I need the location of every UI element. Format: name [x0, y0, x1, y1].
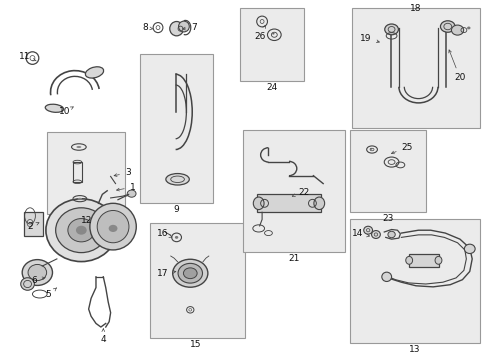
Bar	[24, 212, 43, 235]
Ellipse shape	[451, 25, 464, 35]
Bar	[47, 132, 125, 214]
Text: 8: 8	[142, 23, 153, 32]
Ellipse shape	[435, 256, 442, 264]
Ellipse shape	[175, 236, 178, 239]
Text: 21: 21	[288, 253, 299, 262]
Ellipse shape	[85, 67, 104, 78]
Ellipse shape	[441, 21, 455, 32]
Text: 3: 3	[114, 168, 131, 177]
Ellipse shape	[22, 260, 52, 285]
Ellipse shape	[170, 22, 183, 36]
Bar	[73, 162, 82, 182]
Ellipse shape	[45, 104, 64, 112]
Text: 14: 14	[352, 229, 369, 238]
Text: 19: 19	[361, 34, 379, 43]
Text: 12: 12	[80, 216, 92, 225]
Bar	[243, 130, 345, 252]
Ellipse shape	[364, 226, 372, 234]
Ellipse shape	[97, 211, 129, 243]
Ellipse shape	[76, 146, 81, 148]
Ellipse shape	[178, 21, 189, 32]
Text: 24: 24	[266, 83, 277, 92]
Text: 16: 16	[157, 229, 172, 238]
Bar	[150, 223, 245, 338]
Ellipse shape	[382, 272, 392, 282]
Ellipse shape	[166, 174, 189, 185]
Text: 23: 23	[382, 214, 393, 223]
Ellipse shape	[388, 231, 395, 238]
Bar	[350, 220, 480, 343]
Bar	[140, 54, 213, 203]
Text: 18: 18	[410, 4, 422, 13]
Text: 13: 13	[409, 345, 420, 354]
Text: 1: 1	[117, 183, 136, 192]
Ellipse shape	[183, 268, 197, 279]
Ellipse shape	[76, 226, 87, 235]
Text: 11: 11	[20, 52, 36, 61]
Ellipse shape	[370, 148, 372, 150]
Text: 20: 20	[449, 50, 466, 82]
Ellipse shape	[90, 203, 136, 250]
Ellipse shape	[127, 190, 136, 197]
Ellipse shape	[77, 198, 82, 199]
Ellipse shape	[385, 24, 398, 35]
Ellipse shape	[406, 256, 413, 264]
Text: 22: 22	[292, 188, 309, 197]
Bar	[257, 194, 321, 212]
Text: 15: 15	[191, 339, 202, 348]
Text: 17: 17	[157, 269, 176, 278]
Ellipse shape	[253, 197, 264, 210]
Ellipse shape	[314, 197, 325, 210]
Ellipse shape	[467, 27, 470, 30]
Ellipse shape	[178, 264, 202, 283]
Text: 5: 5	[46, 288, 56, 299]
Ellipse shape	[371, 230, 380, 238]
Bar	[409, 253, 439, 267]
Ellipse shape	[68, 219, 95, 242]
Bar	[352, 8, 480, 128]
Ellipse shape	[28, 265, 47, 280]
Text: 9: 9	[174, 205, 179, 214]
Ellipse shape	[56, 208, 107, 253]
Text: 2: 2	[27, 222, 39, 231]
Text: 4: 4	[100, 329, 106, 344]
Ellipse shape	[21, 278, 34, 290]
Ellipse shape	[465, 244, 475, 253]
Ellipse shape	[172, 259, 208, 287]
Text: 25: 25	[392, 143, 413, 154]
Text: 7: 7	[183, 23, 196, 32]
Ellipse shape	[272, 33, 274, 35]
Ellipse shape	[46, 199, 117, 262]
Bar	[350, 130, 426, 212]
Bar	[240, 8, 304, 81]
Ellipse shape	[109, 225, 118, 232]
Text: 6: 6	[31, 276, 45, 285]
Text: 10: 10	[58, 107, 74, 116]
Text: 26: 26	[254, 25, 266, 41]
